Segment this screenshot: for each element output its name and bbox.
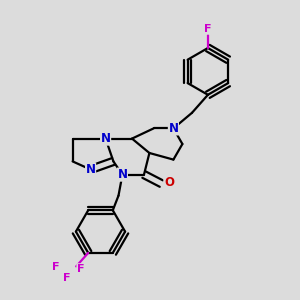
Text: F: F	[77, 264, 85, 274]
Text: F: F	[204, 24, 212, 34]
Text: N: N	[85, 163, 96, 176]
Text: N: N	[168, 122, 178, 135]
Text: N: N	[117, 168, 128, 181]
Text: N: N	[100, 132, 111, 145]
Text: O: O	[164, 176, 174, 189]
Text: F: F	[64, 273, 71, 283]
Text: F: F	[52, 262, 59, 272]
